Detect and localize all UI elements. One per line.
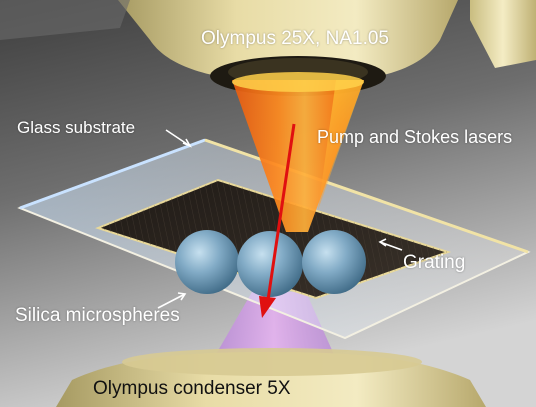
microsphere-left — [175, 230, 239, 294]
grating-pointer — [379, 241, 403, 251]
condenser-lens — [56, 348, 486, 407]
silica-microspheres — [175, 230, 366, 297]
objective-lens — [0, 0, 536, 96]
lasers-label: Pump and Stokes lasers — [317, 127, 513, 147]
substrate-label: Glass substrate — [17, 118, 136, 137]
microspheres-label: Silica microspheres — [15, 305, 180, 326]
condenser-label: Olympus condenser 5X — [93, 378, 291, 399]
substrate-pointer — [165, 129, 191, 147]
grating-label: Grating — [403, 252, 466, 273]
pointer-arrows — [157, 129, 403, 309]
microspheres-pointer — [157, 293, 186, 309]
microsphere-center — [237, 231, 303, 297]
beam-direction-arrow — [259, 123, 296, 318]
microsphere-right — [302, 230, 366, 294]
laser-beam — [232, 72, 364, 232]
objective-label: Olympus 25X, NA1.05 — [201, 28, 389, 49]
